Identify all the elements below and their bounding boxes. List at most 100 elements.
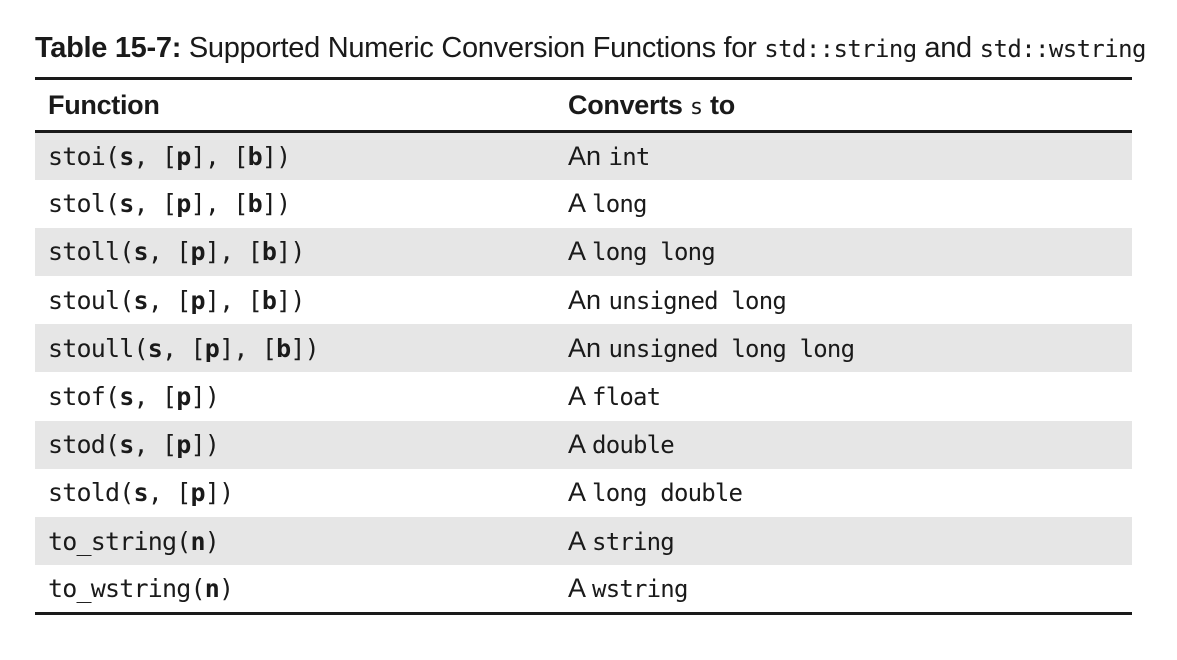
- table-row: stold(s, [p]) A long double: [35, 469, 1132, 517]
- converts-to-article: A: [568, 477, 585, 508]
- table-row: to_wstring(n) A wstring: [35, 565, 1132, 614]
- converts-to-article: A: [568, 188, 585, 219]
- converts-to-cell: A float: [555, 372, 1132, 420]
- function-punctuation: , [: [133, 141, 178, 171]
- table-body: stoi(s, [p], [b]) An int stol(s, [p], [b])…: [35, 131, 1132, 614]
- function-parameter: s: [147, 333, 163, 363]
- conversion-table-container: Function Converts s to stoi(s, [p], [b])…: [35, 77, 1132, 615]
- function-parameter: s: [133, 478, 149, 508]
- function-punctuation: ): [219, 574, 234, 604]
- converts-to-cell: A long: [555, 180, 1132, 228]
- function-punctuation: ]): [261, 141, 291, 171]
- table-caption-code-string: std::string: [764, 35, 917, 63]
- converts-to-cell: A string: [555, 517, 1132, 565]
- function-punctuation: ], [: [204, 237, 263, 267]
- function-punctuation: , [: [147, 478, 192, 508]
- function-name: stold(: [48, 478, 134, 508]
- table-caption-label: Table 15-7:: [35, 32, 182, 64]
- converts-to-type: wstring: [592, 575, 688, 604]
- function-name: to_wstring(: [48, 574, 206, 604]
- function-punctuation: , [: [133, 430, 178, 460]
- function-punctuation: ], [: [190, 141, 249, 171]
- function-parameter: s: [119, 141, 134, 171]
- function-punctuation: , [: [133, 189, 178, 219]
- function-parameter: s: [133, 237, 149, 267]
- function-name: stoll(: [48, 237, 134, 267]
- function-parameter: p: [190, 285, 206, 315]
- table-caption-and: and: [924, 32, 972, 64]
- function-punctuation: ): [204, 526, 220, 556]
- function-punctuation: , [: [162, 333, 206, 363]
- table-header-row: Function Converts s to: [35, 78, 1132, 132]
- converts-to-cell: A wstring: [555, 565, 1132, 613]
- function-punctuation: ], [: [219, 333, 277, 363]
- function-punctuation: ]): [276, 237, 305, 267]
- header-converts-suffix: to: [710, 89, 735, 120]
- function-punctuation: ], [: [190, 189, 249, 219]
- function-parameter: p: [176, 430, 191, 460]
- converts-to-cell: A double: [555, 421, 1132, 469]
- function-punctuation: ]): [290, 333, 319, 363]
- function-name: stod(: [48, 430, 120, 460]
- converts-to-cell: An int: [555, 132, 1132, 180]
- function-punctuation: , [: [147, 237, 192, 267]
- converts-to-cell: An unsigned long: [555, 276, 1132, 324]
- converts-to-type: long: [592, 190, 647, 219]
- function-parameter: n: [190, 526, 206, 556]
- function-punctuation: , [: [133, 382, 178, 412]
- converts-to-article: A: [568, 236, 585, 267]
- function-punctuation: , [: [147, 285, 192, 315]
- converts-to-article: An: [568, 140, 602, 171]
- converts-to-cell: An unsigned long long: [555, 324, 1132, 372]
- converts-to-article: A: [568, 429, 585, 460]
- function-parameter: p: [176, 189, 191, 219]
- function-punctuation: ], [: [204, 285, 263, 315]
- table-row: stod(s, [p]) A double: [35, 420, 1132, 469]
- function-cell: stod(s, [p]): [35, 421, 555, 469]
- table-caption-text: Supported Numeric Conversion Functions f…: [188, 32, 757, 64]
- function-name: stof(: [48, 382, 120, 412]
- function-cell: stof(s, [p]): [35, 372, 555, 420]
- converts-to-type: int: [608, 142, 651, 171]
- function-punctuation: ]): [261, 189, 291, 219]
- converts-to-type: float: [592, 383, 661, 412]
- header-converts-var: s: [689, 94, 703, 120]
- function-cell: stoll(s, [p], [b]): [35, 228, 555, 276]
- function-parameter: s: [119, 430, 134, 460]
- function-parameter: p: [190, 478, 206, 508]
- function-parameter: b: [261, 285, 277, 315]
- table-caption-code-wstring: std::wstring: [979, 35, 1147, 63]
- converts-to-article: A: [568, 525, 585, 556]
- header-function-label: Function: [48, 89, 160, 120]
- table-row: stoi(s, [p], [b]) An int: [35, 131, 1132, 180]
- table-row: stoull(s, [p], [b]) An unsigned long long: [35, 324, 1132, 373]
- function-parameter: s: [119, 189, 134, 219]
- function-cell: stoi(s, [p], [b]): [35, 132, 555, 180]
- function-punctuation: ]): [276, 285, 305, 315]
- converts-to-type: long double: [592, 479, 743, 508]
- converts-to-article: A: [568, 381, 585, 412]
- function-parameter: s: [133, 285, 149, 315]
- function-parameter: p: [204, 333, 220, 363]
- function-name: stoull(: [48, 333, 149, 363]
- converts-to-type: double: [592, 431, 675, 460]
- table-row: to_string(n) A string: [35, 517, 1132, 566]
- converts-to-cell: A long long: [555, 228, 1132, 276]
- converts-to-article: An: [568, 284, 602, 315]
- function-parameter: b: [276, 333, 291, 363]
- function-name: stoul(: [48, 285, 134, 315]
- table-row: stoll(s, [p], [b]) A long long: [35, 227, 1132, 277]
- function-name: stol(: [48, 189, 120, 219]
- table-row: stoul(s, [p], [b]) An unsigned long: [35, 276, 1132, 324]
- header-converts: Converts s to: [555, 79, 1132, 132]
- converts-to-cell: A long double: [555, 469, 1132, 517]
- converts-to-type: unsigned long long: [608, 334, 855, 363]
- table-row: stol(s, [p], [b]) A long: [35, 180, 1132, 228]
- function-parameter: s: [119, 382, 134, 412]
- function-cell: to_wstring(n): [35, 565, 555, 613]
- converts-to-type: string: [592, 527, 675, 556]
- converts-to-type: long long: [592, 238, 716, 267]
- function-cell: stoull(s, [p], [b]): [35, 324, 555, 372]
- function-parameter: b: [261, 237, 277, 267]
- function-parameter: b: [247, 189, 263, 219]
